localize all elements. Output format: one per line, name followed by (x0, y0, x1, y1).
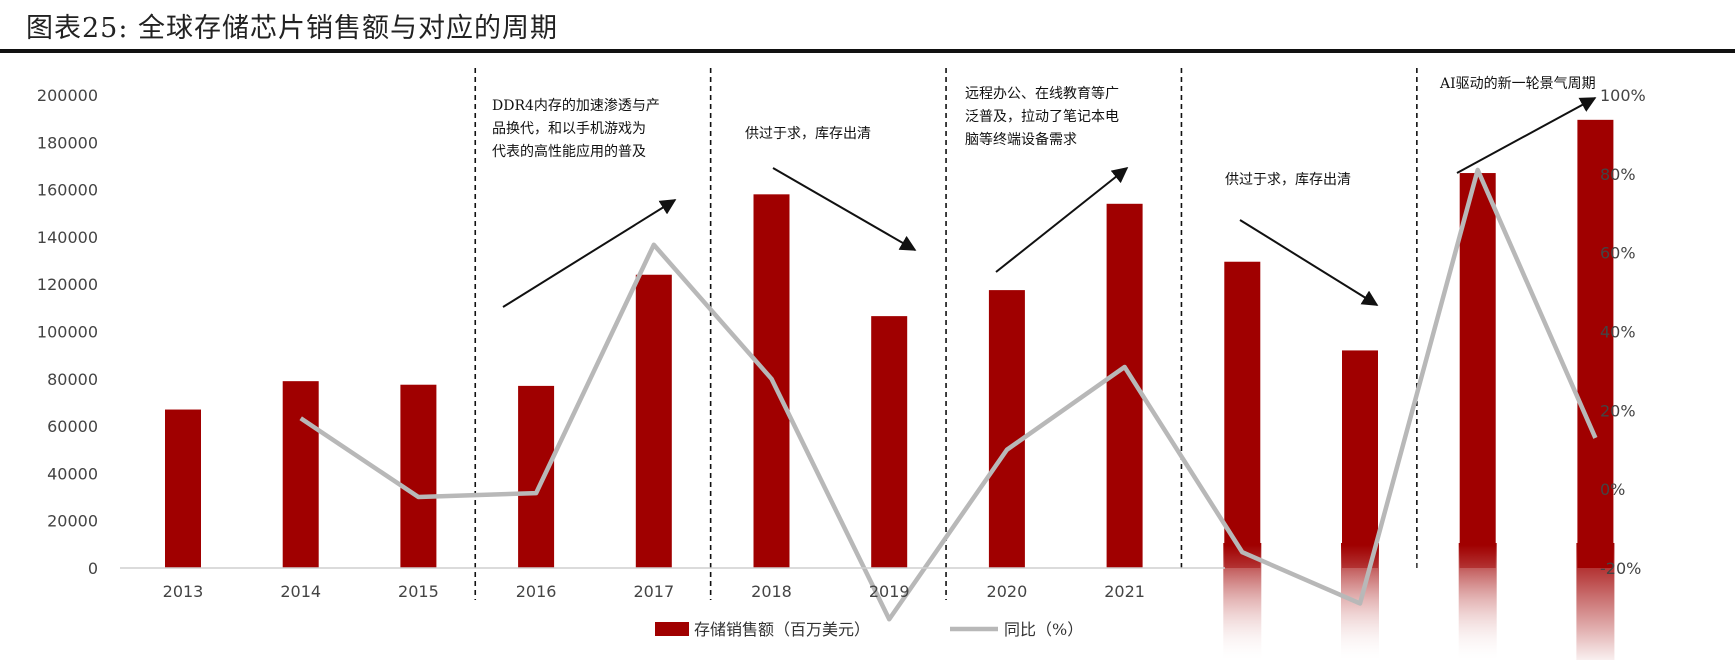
x-tick-2015: 2015 (398, 582, 439, 601)
bar-2013 (165, 409, 201, 568)
legend-swatch-bar (655, 622, 689, 636)
y-left-tick-20000: 20000 (47, 512, 98, 531)
y-left-tick-120000: 120000 (37, 275, 98, 294)
bar-2017 (635, 274, 672, 568)
y-left-tick-0: 0 (88, 559, 98, 578)
annotation-1-line-3: 代表的高性能应用的普及 (492, 143, 646, 160)
annotation-1-line-1: DDR4内存的加速渗透与产 (492, 98, 660, 114)
x-tick-2018: 2018 (751, 582, 792, 601)
chart-title: 图表25: 全球存储芯片销售额与对应的周期 (26, 13, 559, 44)
annotation-5-line-1: AI驱动的新一轮景气周期 (1439, 76, 1596, 92)
annotation-3-line-1: 远程办公、在线教育等广 (965, 85, 1119, 102)
y-left-tick-180000: 180000 (37, 133, 98, 152)
annotation-3-arrow (995, 167, 1129, 273)
y-left-tick-160000: 160000 (37, 181, 98, 200)
x-tick-2013: 2013 (163, 582, 204, 601)
bar-2025 (1577, 119, 1614, 569)
annotation-1-line-2: 品换代，和以手机游戏为 (492, 120, 646, 137)
x-tick-2017: 2017 (633, 582, 674, 601)
title-divider (0, 49, 1735, 53)
bar-fade-2025 (1576, 543, 1615, 660)
bar-2020 (988, 290, 1025, 568)
y-left-tick-200000: 200000 (37, 86, 98, 105)
annotation-3-line-2: 泛普及，拉动了笔记本电 (965, 109, 1119, 125)
y-right-tick-60: 60% (1600, 244, 1636, 263)
y-left-tick-80000: 80000 (47, 370, 98, 389)
legend-label-bar: 存储销售额（百万美元） (694, 620, 870, 639)
annotation-4-arrow (1239, 219, 1379, 306)
y-left-tick-60000: 60000 (47, 417, 98, 436)
y-left-tick-100000: 100000 (37, 323, 98, 342)
bar-2024 (1459, 173, 1496, 569)
x-tick-2019: 2019 (869, 582, 910, 601)
yoy-line (299, 167, 1598, 622)
y-right-tick-100: 100% (1600, 86, 1646, 105)
y-left-tick-40000: 40000 (47, 464, 98, 483)
y-left-tick-140000: 140000 (37, 228, 98, 247)
y-right-tick-20: 20% (1600, 401, 1636, 420)
y-right-tick-80: 80% (1600, 165, 1636, 184)
annotation-4-line-1: 供过于求，库存出清 (1225, 172, 1351, 188)
annotation-1-arrow (502, 199, 677, 308)
y-right-tick--20: -20% (1600, 559, 1641, 578)
legend-label-line: 同比（%） (1004, 620, 1083, 639)
bar-2019 (871, 316, 908, 568)
annotation-3-line-3: 脑等终端设备需求 (965, 131, 1077, 148)
x-tick-2021: 2021 (1104, 582, 1145, 601)
bar-2014 (282, 381, 319, 568)
y-right-tick-0: 0% (1600, 480, 1625, 499)
x-tick-2016: 2016 (516, 582, 557, 601)
bar-2015 (400, 384, 437, 568)
bar-2023 (1342, 350, 1378, 568)
y-right-tick-40: 40% (1600, 323, 1636, 342)
annotation-2-arrow (772, 167, 917, 251)
annotation-2-line-1: 供过于求，库存出清 (745, 126, 871, 142)
annotation-5-arrow (1456, 97, 1597, 174)
x-tick-2014: 2014 (280, 582, 321, 601)
bar-2022 (1224, 261, 1261, 568)
x-tick-2020: 2020 (987, 582, 1028, 601)
bar-2016 (518, 385, 555, 568)
